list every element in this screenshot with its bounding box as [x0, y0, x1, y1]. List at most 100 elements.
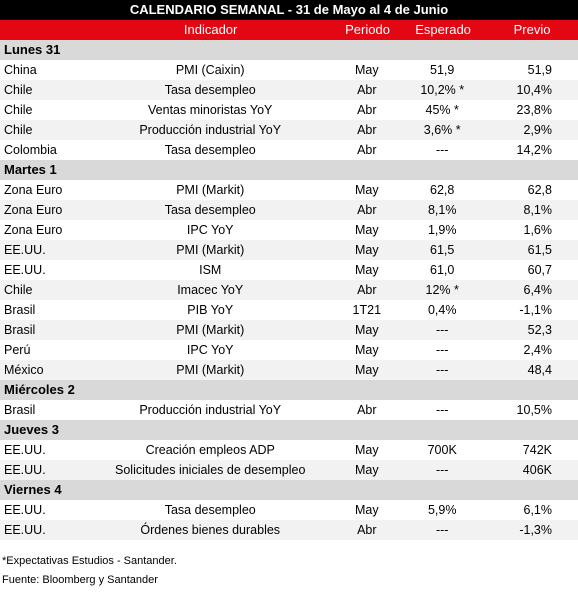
- country-cell: Zona Euro: [4, 183, 63, 197]
- table-header: Indicador Periodo Esperado Previo: [0, 20, 578, 40]
- period-cell: Abr: [357, 123, 377, 137]
- indicator-cell: Imacec YoY: [177, 283, 244, 297]
- period-cell: May: [354, 363, 379, 377]
- indicator-cell: ISM: [199, 263, 222, 277]
- indicator-cell: IPC YoY: [186, 343, 234, 357]
- table-row: Zona Euro Tasa desempleo Abr 8,1% 8,1%: [0, 200, 578, 220]
- expected-cell: 12% *: [425, 283, 459, 297]
- table-row: Chile Imacec YoY Abr 12% * 6,4%: [0, 280, 578, 300]
- table-body: Lunes 31 China PMI (Caixin) May 51,9 51,9 Chil…: [0, 40, 578, 540]
- table-row: Chile Tasa desempleo Abr 10,2% * 10,4%: [0, 80, 578, 100]
- country-cell: EE.UU.: [4, 263, 46, 277]
- day-header: Lunes 31: [0, 40, 578, 60]
- indicator-cell: Producción industrial YoY: [139, 403, 282, 417]
- indicator-cell: Ventas minoristas YoY: [148, 103, 273, 117]
- expected-cell: ---: [435, 463, 449, 477]
- period-cell: Abr: [357, 203, 377, 217]
- country-cell: Chile: [4, 283, 33, 297]
- period-cell: May: [354, 263, 379, 277]
- indicator-cell: Tasa desempleo: [164, 143, 256, 157]
- previous-cell: 406K: [522, 463, 552, 477]
- country-cell: México: [4, 363, 44, 377]
- country-cell: Brasil: [4, 403, 36, 417]
- country-cell: Brasil: [4, 303, 36, 317]
- previous-cell: 2,4%: [523, 343, 553, 357]
- period-cell: Abr: [357, 83, 377, 97]
- previous-cell: 8,1%: [523, 203, 553, 217]
- day-header: Jueves 3: [0, 420, 578, 440]
- previous-cell: 60,7: [527, 263, 552, 277]
- previous-cell: 6,1%: [523, 503, 553, 517]
- period-cell: May: [354, 443, 379, 457]
- expected-cell: ---: [435, 523, 449, 537]
- previous-cell: 10,4%: [516, 83, 552, 97]
- header-periodo: Periodo: [345, 22, 390, 37]
- day-header: Miércoles 2: [0, 380, 578, 400]
- period-cell: May: [354, 463, 379, 477]
- table-row: Colombia Tasa desempleo Abr --- 14,2%: [0, 140, 578, 160]
- indicator-cell: Órdenes bienes durables: [140, 523, 281, 537]
- country-cell: Brasil: [4, 323, 36, 337]
- indicator-cell: Tasa desempleo: [164, 503, 256, 517]
- expected-cell: 10,2% *: [420, 83, 465, 97]
- table-row: EE.UU. Solicitudes iniciales de desempleo…: [0, 460, 578, 480]
- period-cell: Abr: [357, 103, 377, 117]
- previous-cell: 61,5: [527, 243, 552, 257]
- table-row: Chile Ventas minoristas YoY Abr 45% * 23,8%: [0, 100, 578, 120]
- period-cell: Abr: [357, 523, 377, 537]
- indicator-cell: Creación empleos ADP: [145, 443, 275, 457]
- period-cell: Abr: [357, 283, 377, 297]
- period-cell: May: [354, 183, 379, 197]
- indicator-cell: PMI (Markit): [176, 323, 245, 337]
- previous-cell: 23,8%: [516, 103, 552, 117]
- country-cell: Chile: [4, 83, 33, 97]
- expected-cell: 61,0: [430, 263, 455, 277]
- table-row: Brasil PMI (Markit) May --- 52,3: [0, 320, 578, 340]
- table-row: EE.UU. PMI (Markit) May 61,5 61,5: [0, 240, 578, 260]
- period-cell: May: [354, 343, 379, 357]
- country-cell: EE.UU.: [4, 443, 46, 457]
- country-cell: Colombia: [4, 143, 57, 157]
- expected-cell: 61,5: [430, 243, 455, 257]
- indicator-cell: PMI (Markit): [176, 183, 245, 197]
- indicator-cell: PMI (Markit): [176, 363, 245, 377]
- previous-cell: 6,4%: [523, 283, 553, 297]
- expected-cell: ---: [435, 143, 449, 157]
- previous-cell: 51,9: [527, 63, 552, 77]
- period-cell: Abr: [357, 143, 377, 157]
- previous-cell: 1,6%: [523, 223, 553, 237]
- previous-cell: 742K: [522, 443, 552, 457]
- table-row: EE.UU. ISM May 61,0 60,7: [0, 260, 578, 280]
- table-row: EE.UU. Tasa desempleo May 5,9% 6,1%: [0, 500, 578, 520]
- indicator-cell: IPC YoY: [186, 223, 234, 237]
- expected-cell: 62,8: [430, 183, 455, 197]
- country-cell: Zona Euro: [4, 203, 63, 217]
- table-row: EE.UU. Órdenes bienes durables Abr --- -1,3%: [0, 520, 578, 540]
- period-cell: Abr: [357, 403, 377, 417]
- expected-cell: 8,1%: [427, 203, 457, 217]
- table-row: Brasil Producción industrial YoY Abr --- 10,…: [0, 400, 578, 420]
- expected-cell: 5,9%: [427, 503, 457, 517]
- previous-cell: -1,3%: [519, 523, 552, 537]
- indicator-cell: Solicitudes iniciales de desempleo: [115, 463, 306, 477]
- day-header: Martes 1: [0, 160, 578, 180]
- table-row: China PMI (Caixin) May 51,9 51,9: [0, 60, 578, 80]
- footnotes: *Expectativas Estudios - Santander. Fuen…: [0, 552, 578, 590]
- footnote-fuente: Fuente: Bloomberg y Santander: [2, 574, 158, 586]
- period-cell: 1T21: [352, 303, 382, 317]
- header-previo: Previo: [513, 22, 551, 37]
- footnote-expectativas: *Expectativas Estudios - Santander.: [2, 555, 177, 567]
- header-country: [0, 20, 86, 40]
- period-cell: May: [354, 63, 379, 77]
- indicator-cell: Producción industrial YoY: [139, 123, 282, 137]
- previous-cell: 2,9%: [523, 123, 553, 137]
- previous-cell: -1,1%: [519, 303, 552, 317]
- period-cell: May: [354, 243, 379, 257]
- table-row: Perú IPC YoY May --- 2,4%: [0, 340, 578, 360]
- period-cell: May: [354, 223, 379, 237]
- previous-cell: 14,2%: [516, 143, 552, 157]
- country-cell: Zona Euro: [4, 223, 63, 237]
- previous-cell: 62,8: [527, 183, 552, 197]
- indicator-cell: Tasa desempleo: [164, 83, 256, 97]
- country-cell: Chile: [4, 103, 33, 117]
